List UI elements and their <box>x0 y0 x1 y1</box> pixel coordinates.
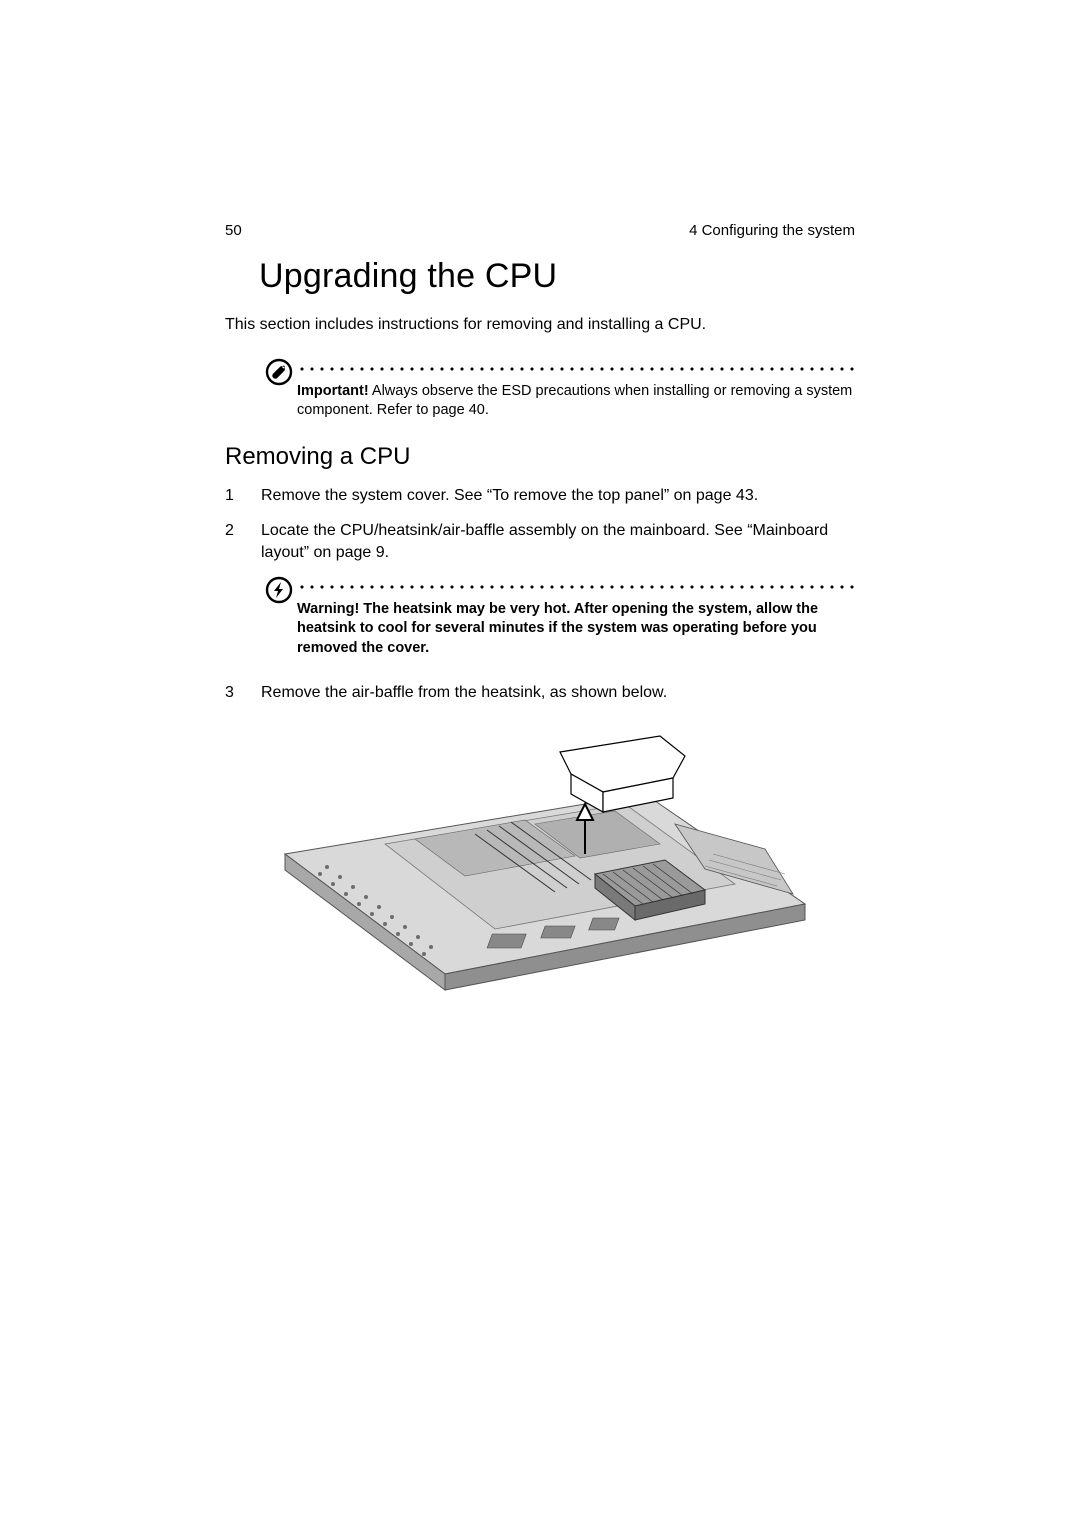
step-number: 2 <box>225 520 261 668</box>
page-title: Upgrading the CPU <box>259 257 855 296</box>
step-text: Locate the CPU/heatsink/air-baffle assem… <box>261 522 828 561</box>
warning-body: Warning! The heatsink may be very hot. A… <box>297 576 855 659</box>
step-number: 3 <box>225 682 261 704</box>
important-note: Important! Always observe the ESD precau… <box>261 358 855 421</box>
section-subtitle: Removing a CPU <box>225 443 855 471</box>
page-header: 50 4 Configuring the system <box>225 222 855 239</box>
important-body: Always observe the ESD precautions when … <box>297 383 852 419</box>
step-number: 1 <box>225 485 261 507</box>
warning-note-text: Warning! The heatsink may be very hot. A… <box>297 600 855 659</box>
list-item: 1 Remove the system cover. See “To remov… <box>225 485 855 507</box>
page-number: 50 <box>225 222 242 239</box>
intro-paragraph: This section includes instructions for r… <box>225 314 855 336</box>
important-label: Important! <box>297 383 369 399</box>
warning-note: Warning! The heatsink may be very hot. A… <box>261 576 855 659</box>
list-item: 3 Remove the air-baffle from the heatsin… <box>225 682 855 704</box>
chapter-label: 4 Configuring the system <box>689 222 855 239</box>
list-item: 2 Locate the CPU/heatsink/air-baffle ass… <box>225 520 855 668</box>
air-baffle-figure <box>265 734 825 1024</box>
important-note-text: Important! Always observe the ESD precau… <box>297 382 855 421</box>
dotted-divider <box>297 584 855 590</box>
dotted-divider <box>297 366 855 372</box>
document-page: 50 4 Configuring the system Upgrading th… <box>225 222 855 1024</box>
note-icon <box>261 358 297 386</box>
step-text-wrap: Locate the CPU/heatsink/air-baffle assem… <box>261 520 855 668</box>
step-list: 1 Remove the system cover. See “To remov… <box>225 485 855 704</box>
step-text: Remove the air-baffle from the heatsink,… <box>261 682 855 704</box>
warning-icon <box>261 576 297 604</box>
note-body: Important! Always observe the ESD precau… <box>297 358 855 421</box>
step-text: Remove the system cover. See “To remove … <box>261 485 855 507</box>
